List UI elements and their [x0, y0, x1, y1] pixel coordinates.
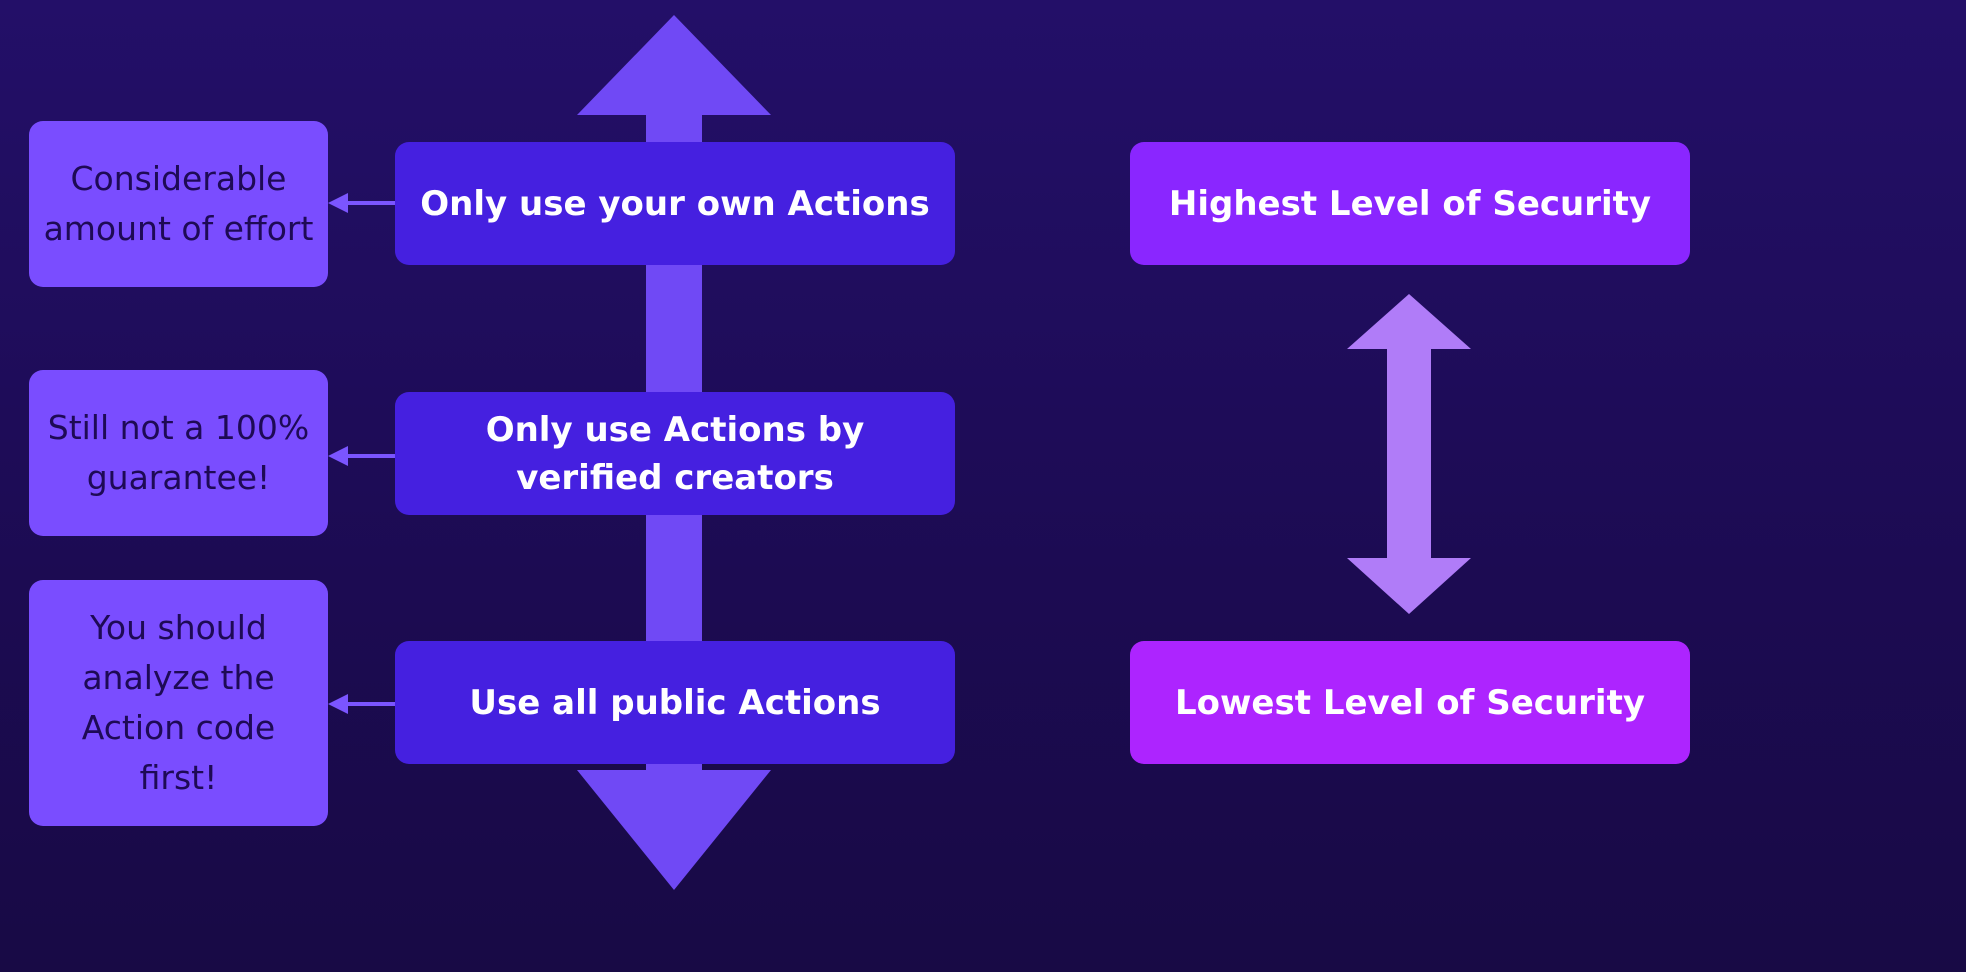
level-lowest-label: Lowest Level of Security — [1175, 682, 1645, 723]
note-analyze: You should analyze the Action code first… — [29, 580, 328, 826]
connector-arrow-3 — [328, 694, 395, 714]
action-own: Only use your own Actions — [395, 142, 955, 265]
action-public-label: Use all public Actions — [469, 682, 881, 723]
note-guarantee-text: Still not a 100% guarantee! — [47, 408, 310, 497]
note-analyze-text: You should analyze the Action code first… — [81, 608, 276, 797]
action-own-label: Only use your own Actions — [420, 183, 930, 224]
level-highest-security: Highest Level of Security — [1130, 142, 1690, 265]
level-highest-label: Highest Level of Security — [1168, 183, 1652, 224]
note-effort: Considerable amount of effort — [29, 121, 328, 287]
action-verified-label: Only use Actions by verified creators — [485, 409, 865, 498]
connector-arrow-2 — [328, 446, 395, 466]
action-public: Use all public Actions — [395, 641, 955, 764]
action-verified: Only use Actions by verified creators — [395, 392, 955, 515]
security-level-double-arrow — [1347, 294, 1471, 614]
note-effort-text: Considerable amount of effort — [43, 159, 314, 248]
level-lowest-security: Lowest Level of Security — [1130, 641, 1690, 764]
note-guarantee: Still not a 100% guarantee! — [29, 370, 328, 536]
connector-arrow-1 — [328, 193, 395, 213]
